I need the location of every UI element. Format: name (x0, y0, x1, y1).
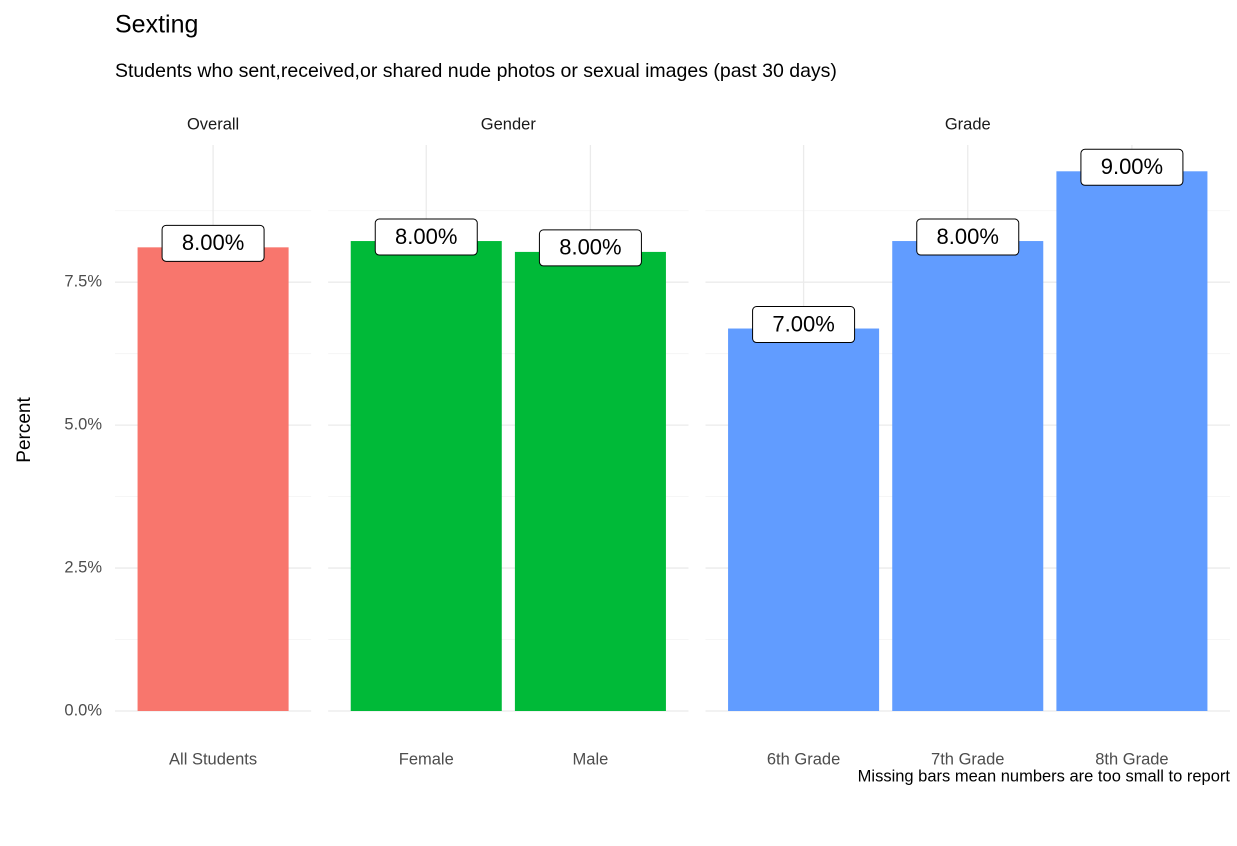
x-tick-label: Male (573, 750, 609, 768)
y-tick-label: 2.5% (64, 558, 102, 576)
bar (728, 328, 880, 711)
facet-label: Grade (945, 115, 991, 133)
bar (350, 241, 502, 712)
x-tick-label: All Students (169, 750, 257, 768)
y-tick-label: 7.5% (64, 273, 102, 291)
value-label-box (1080, 148, 1184, 186)
facet-label: Gender (481, 115, 537, 133)
facet-label: Overall (187, 115, 239, 133)
value-label-box (538, 229, 642, 267)
y-tick-label: 0.0% (64, 701, 102, 719)
bar (1056, 171, 1208, 711)
value-label: 8.00% (937, 224, 999, 249)
x-tick-label: Female (399, 750, 454, 768)
bar (514, 251, 666, 711)
value-label: 8.00% (182, 230, 244, 255)
value-label-box (916, 218, 1020, 256)
bar (137, 247, 289, 711)
y-axis-label: Percent (14, 397, 35, 463)
value-label-box (161, 224, 265, 262)
value-label-box (752, 306, 856, 344)
y-tick-label: 5.0% (64, 416, 102, 434)
x-tick-label: 7th Grade (931, 750, 1004, 768)
chart-title: Sexting (115, 11, 198, 39)
chart-subtitle: Students who sent,received,or shared nud… (115, 60, 837, 82)
x-tick-label: 6th Grade (767, 750, 840, 768)
value-label: 8.00% (395, 224, 457, 249)
value-label: 7.00% (772, 311, 834, 336)
caption: Missing bars mean numbers are too small … (858, 767, 1231, 785)
value-label-box (374, 218, 478, 256)
value-label: 8.00% (559, 235, 621, 260)
value-label: 9.00% (1101, 154, 1163, 179)
x-tick-label: 8th Grade (1095, 750, 1168, 768)
bar (892, 241, 1044, 712)
